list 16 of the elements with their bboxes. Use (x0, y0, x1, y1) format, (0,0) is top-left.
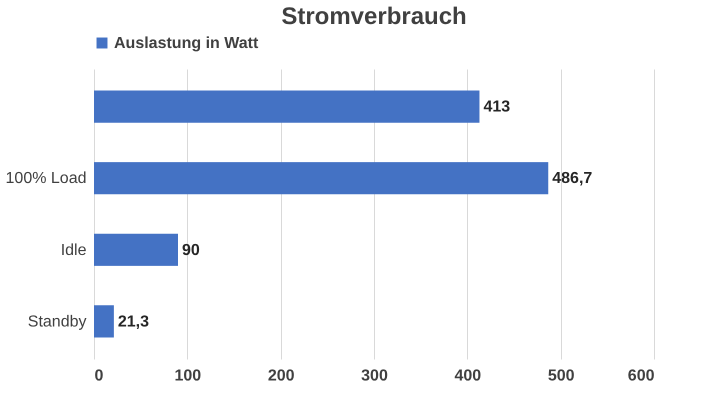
data-label: 486,7 (552, 170, 592, 188)
data-label: 413 (483, 98, 510, 116)
chart-title: Stromverbrauch (281, 3, 467, 30)
y-tick-label: Standby (28, 313, 86, 330)
x-tick-label: 200 (268, 368, 295, 384)
y-tick-label: 100% Load (6, 170, 86, 188)
x-tick-label: 400 (454, 368, 482, 384)
x-tick-label: 0 (94, 368, 104, 384)
data-label: 21,3 (118, 313, 150, 330)
x-tick-label: 600 (628, 368, 655, 384)
x-tick-label: 500 (548, 368, 575, 384)
legend-label: Auslastung in Watt (114, 35, 259, 52)
x-tick-label: 300 (361, 368, 388, 384)
data-label: 90 (182, 242, 200, 259)
y-tick-label: Idle (60, 242, 87, 259)
x-tick-label: 100 (174, 368, 202, 384)
